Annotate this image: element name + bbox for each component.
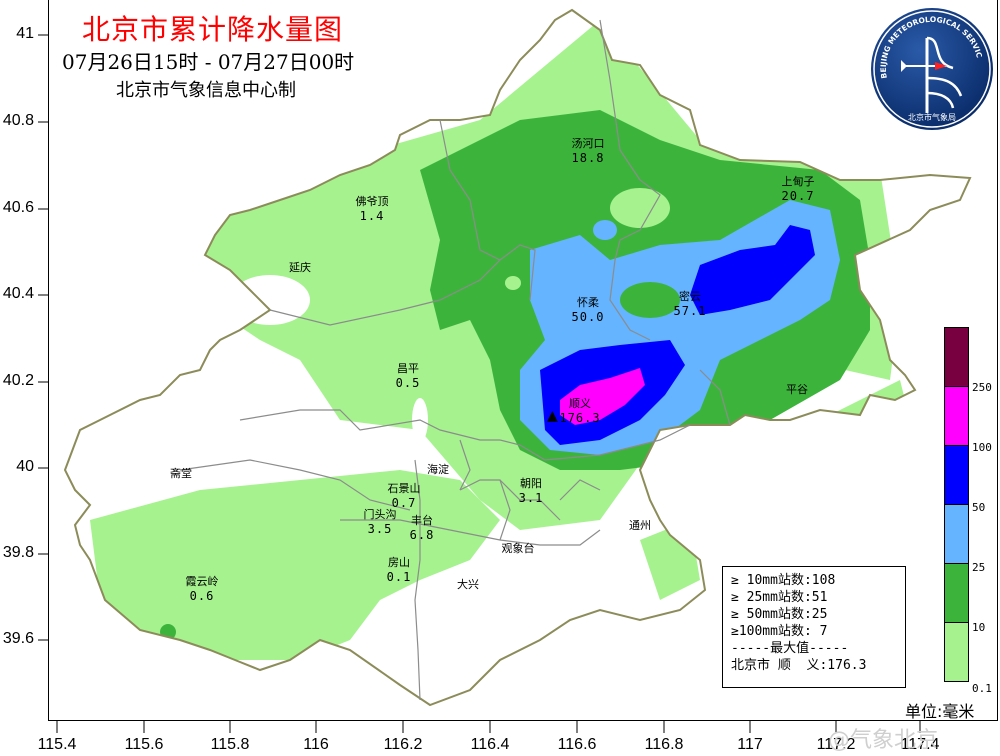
unit-label: 单位:毫米: [905, 702, 975, 721]
x-tick: 116.4: [470, 736, 510, 753]
x-tick: 117.2: [816, 736, 856, 753]
legend-bin-250plus: [944, 327, 969, 387]
legend-bin-10-25: [944, 563, 969, 623]
station-miyun: 密云 57.1: [673, 290, 707, 318]
station-mentougou: 门头沟 3.5: [363, 508, 397, 536]
stats-line-100mm: ≥100mm站数: 7: [731, 624, 828, 639]
x-tick: 116.8: [644, 736, 684, 753]
district-pinggu: 平谷: [786, 383, 808, 396]
legend-bin-0.1-10: [944, 622, 969, 682]
station-huairou: 怀柔 50.0: [571, 296, 605, 324]
station-fengtai: 丰台 6.8: [409, 514, 435, 542]
axis-ticks: [38, 34, 921, 733]
max-triangle-icon: ▲: [547, 408, 558, 424]
stats-max-header: -----最大值-----: [731, 641, 849, 656]
logo-emblem-icon: 北京市气象局 BEIJING METEOROLOGICAL SERVICE: [868, 1, 991, 128]
y-tick: 40.2: [2, 372, 34, 389]
legend-bin-100-250: [944, 386, 969, 446]
stats-max-value: 北京市 顺 义:176.3: [731, 658, 867, 673]
time-range: 07月26日15时 - 07月27日00时: [62, 50, 355, 74]
svg-text:北京市气象局: 北京市气象局: [908, 112, 956, 122]
district-daxing: 大兴: [457, 578, 479, 591]
station-stats-box: ≥ 10mm站数:108 ≥ 25mm站数:51 ≥ 50mm站数:25 ≥10…: [722, 566, 906, 688]
district-haidian: 海淀: [427, 463, 449, 476]
map-title: 北京市累计降水量图: [82, 13, 344, 46]
x-tick: 117: [737, 736, 763, 753]
x-tick: 115.6: [124, 736, 164, 753]
station-shangdianzi: 上甸子 20.7: [781, 175, 815, 203]
y-tick: 40.6: [2, 199, 34, 216]
station-changping: 昌平 0.5: [395, 362, 421, 390]
producer-label: 北京市气象信息中心制: [116, 80, 296, 101]
district-guanxiangtai: 观象台: [501, 542, 535, 555]
legend-label: 0.1: [972, 682, 992, 695]
legend-label: 10: [972, 621, 986, 634]
x-tick: 115.8: [210, 736, 250, 753]
station-tanghekou: 汤河口 18.8: [571, 137, 605, 165]
station-shijingshan: 石景山 0.7: [387, 482, 421, 510]
stats-line-50mm: ≥ 50mm站数:25: [731, 607, 828, 622]
legend-label: 50: [972, 501, 986, 514]
district-yanqing: 延庆: [289, 261, 311, 274]
x-tick: 115.4: [37, 736, 77, 753]
district-zhaitang: 斋堂: [170, 467, 192, 480]
y-tick: 39.8: [2, 544, 34, 561]
stats-line-25mm: ≥ 25mm站数:51: [731, 590, 828, 605]
y-tick: 41: [16, 25, 34, 42]
legend-bin-25-50: [944, 504, 969, 564]
station-fangshan: 房山 0.1: [386, 556, 412, 584]
x-tick: 116.6: [557, 736, 597, 753]
y-tick: 39.6: [2, 630, 34, 647]
district-boundaries: [179, 19, 731, 701]
y-tick: 40: [16, 458, 34, 475]
watermark: @气象北京: [828, 728, 939, 753]
x-tick: 116.2: [383, 736, 423, 753]
station-chaoyang: 朝阳 3.1: [518, 477, 544, 505]
district-tongzhou: 通州: [629, 519, 651, 532]
legend-bin-50-100: [944, 445, 969, 505]
legend-label: 100: [972, 441, 992, 454]
x-tick: 116: [303, 736, 329, 753]
map-frame: [48, 0, 998, 721]
color-legend: [944, 327, 969, 682]
station-xiayunling: 霞云岭 0.6: [185, 575, 219, 603]
stats-line-10mm: ≥ 10mm站数:108: [731, 573, 836, 588]
beijing-boundary: [63, 8, 972, 707]
legend-label: 25: [972, 561, 986, 574]
station-foyeding: 佛爷顶 1.4: [355, 195, 389, 223]
x-tick: 117.4: [900, 736, 940, 753]
legend-label: 250: [972, 381, 992, 394]
station-shunyi: 顺义 176.3: [559, 397, 601, 425]
y-tick: 40.4: [2, 285, 34, 302]
bms-logo: 北京市气象局 BEIJING METEOROLOGICAL SERVICE: [868, 1, 993, 130]
y-tick: 40.8: [2, 112, 34, 129]
